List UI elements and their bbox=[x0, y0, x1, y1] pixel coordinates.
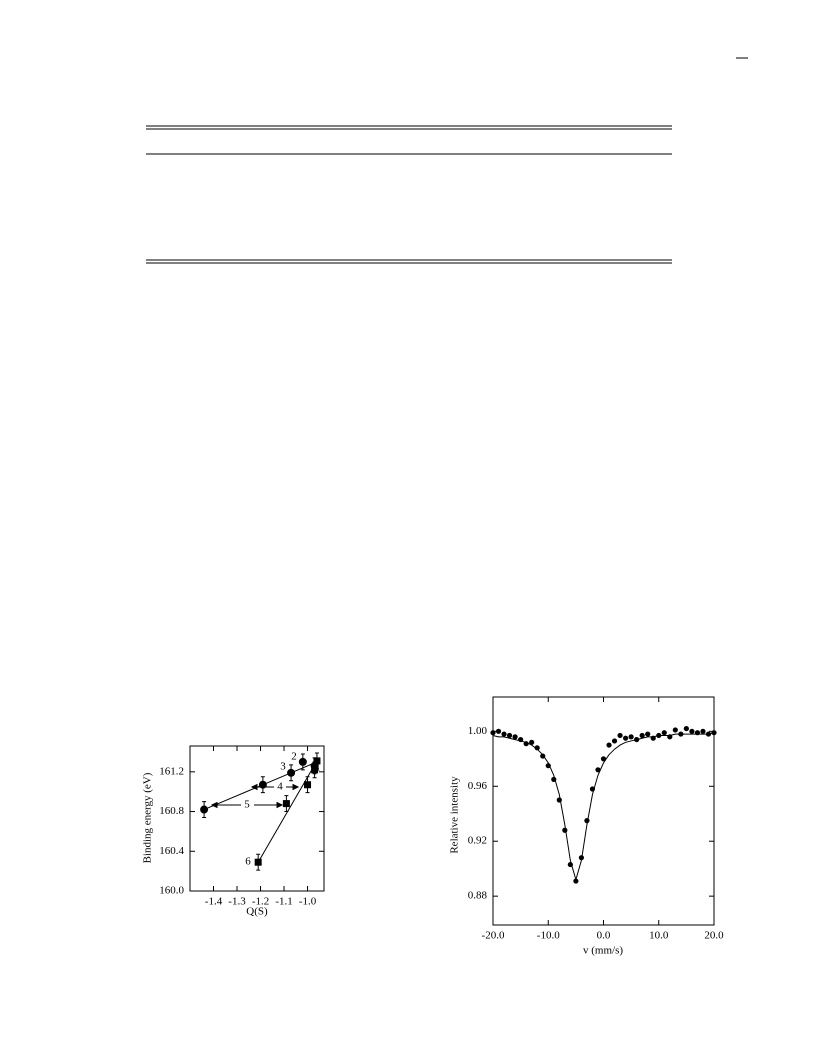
plot-frame bbox=[189, 745, 325, 892]
annotation: 2 bbox=[291, 751, 297, 763]
data-point bbox=[512, 734, 518, 740]
y-axis-label: Binding energy (eV) bbox=[142, 772, 154, 863]
data-point bbox=[628, 734, 634, 740]
y-tick-label: 161.2 bbox=[159, 765, 184, 777]
y-axis-label: Relative intensity bbox=[449, 776, 461, 854]
x-tick-label: -10.0 bbox=[537, 930, 560, 942]
data-point bbox=[495, 728, 502, 734]
x-tick-label: -1.4 bbox=[205, 896, 223, 908]
data-point bbox=[529, 739, 535, 745]
x-tick-label: 0.0 bbox=[597, 930, 611, 942]
square-point bbox=[311, 766, 319, 774]
y-tick-label: 0.96 bbox=[468, 780, 488, 792]
data-point bbox=[645, 731, 651, 737]
x-tick-label: -20.0 bbox=[482, 930, 505, 942]
square-point bbox=[282, 800, 290, 808]
annotation: 6 bbox=[245, 856, 251, 868]
y-tick-label: 0.92 bbox=[468, 835, 487, 847]
square-point bbox=[304, 781, 312, 789]
data-point bbox=[606, 742, 612, 748]
data-point bbox=[617, 732, 623, 739]
x-tick-label: -1.3 bbox=[228, 896, 246, 908]
data-point bbox=[490, 730, 496, 736]
y-tick-label: 160.8 bbox=[159, 805, 184, 817]
fit-line bbox=[257, 760, 318, 863]
data-point bbox=[700, 728, 706, 734]
x-tick-label: 10.0 bbox=[649, 930, 669, 942]
data-point bbox=[661, 730, 667, 736]
circle-point bbox=[298, 757, 307, 766]
x-tick-label: -1.0 bbox=[299, 896, 317, 908]
data-point bbox=[501, 731, 507, 737]
x-tick-label: 20.0 bbox=[704, 930, 724, 942]
annotation: 3 bbox=[280, 761, 286, 773]
x-tick-label: -1.2 bbox=[252, 896, 269, 908]
data-point bbox=[506, 732, 513, 739]
x-tick-label: -1.1 bbox=[275, 896, 292, 908]
table-rules bbox=[146, 125, 672, 264]
plot-frame bbox=[492, 696, 715, 926]
arrow-head bbox=[276, 801, 284, 809]
data-point bbox=[623, 735, 629, 741]
y-tick-label: 1.00 bbox=[468, 725, 488, 737]
data-point bbox=[611, 738, 618, 744]
data-point bbox=[672, 727, 678, 733]
fit-line bbox=[492, 732, 715, 882]
arrows bbox=[210, 783, 300, 809]
fit-line bbox=[203, 761, 318, 811]
annotation: 4 bbox=[277, 781, 283, 793]
data-point bbox=[689, 728, 695, 734]
y-tick-label: 160.0 bbox=[159, 885, 184, 897]
y-tick-label: 160.4 bbox=[159, 845, 184, 857]
chart: -1.4 -1.3 -1.2 -1.1 -1.0 160.0 160.4 160.8 161.2… bbox=[142, 745, 325, 918]
data-point bbox=[683, 725, 689, 732]
annotation: 5 bbox=[244, 799, 250, 811]
data-point bbox=[562, 827, 568, 833]
y-tick-label: 0.88 bbox=[468, 890, 488, 902]
chart: -20.0 -10.0 0.0 10.0 20.0 0.88 0.92 0.96 1.00 v (… bbox=[449, 696, 724, 957]
data-point bbox=[595, 767, 601, 773]
x-axis-label: v (mm/s) bbox=[583, 945, 623, 957]
x-axis-label: Q(S) bbox=[246, 906, 268, 918]
data-point bbox=[534, 745, 540, 751]
arrow-head bbox=[292, 783, 300, 791]
data-point bbox=[639, 732, 645, 739]
